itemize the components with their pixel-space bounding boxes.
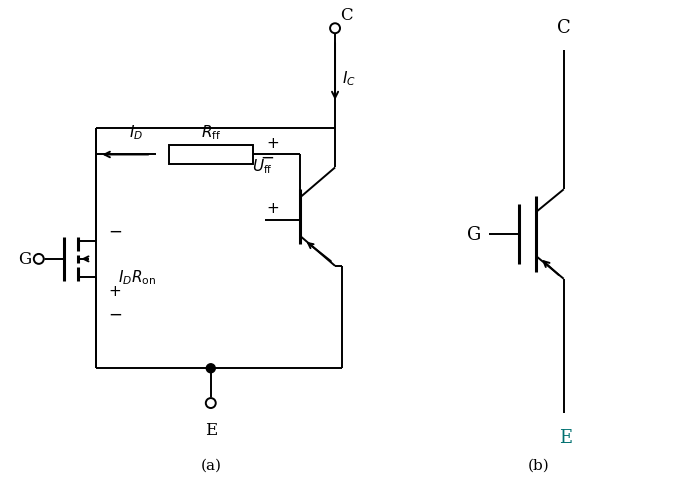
Text: E: E <box>205 421 217 438</box>
Text: −: − <box>108 223 122 240</box>
Text: C: C <box>557 19 570 37</box>
Text: $I_D$: $I_D$ <box>129 122 143 141</box>
Text: (a): (a) <box>200 458 221 472</box>
Text: $I_D R_{\rm on}$: $I_D R_{\rm on}$ <box>119 268 156 287</box>
Text: +: + <box>266 200 279 215</box>
Circle shape <box>34 254 43 264</box>
Bar <box>169 145 253 165</box>
Text: −: − <box>108 305 122 323</box>
Text: +: + <box>266 136 279 151</box>
Text: $U_{\rm ff}$: $U_{\rm ff}$ <box>252 157 273 175</box>
Text: −: − <box>260 148 274 166</box>
Text: (b): (b) <box>528 458 550 472</box>
Circle shape <box>206 398 216 408</box>
Text: G: G <box>467 226 482 243</box>
Circle shape <box>330 24 340 34</box>
Text: $I_C$: $I_C$ <box>342 70 356 88</box>
Text: C: C <box>340 7 353 24</box>
Text: E: E <box>559 428 573 446</box>
Circle shape <box>206 364 215 373</box>
Text: G: G <box>19 251 32 268</box>
Text: $R_{\rm ff}$: $R_{\rm ff}$ <box>200 122 221 141</box>
Text: +: + <box>108 284 121 299</box>
